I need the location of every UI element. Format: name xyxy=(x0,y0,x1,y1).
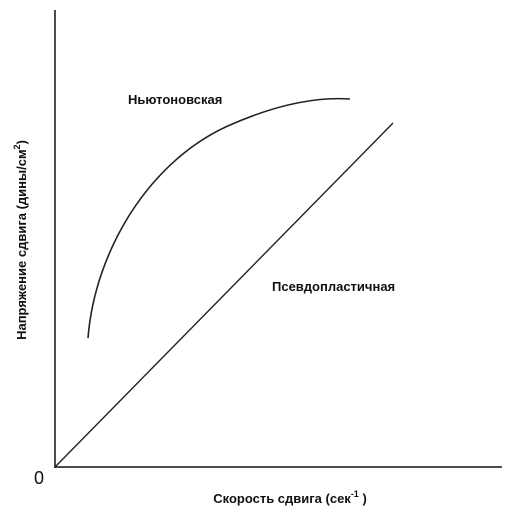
y-label-end: ) xyxy=(14,140,29,144)
y-label-text: Напряжение сдвига (дины/см xyxy=(14,149,29,340)
x-axis-label: Скорость сдвига (сек-1 ) xyxy=(213,489,367,506)
curve-label: Псевдопластичная xyxy=(272,279,395,294)
x-label-text: Скорость сдвига (сек xyxy=(213,491,351,506)
y-axis-label: Напряжение сдвига (дины/см2) xyxy=(12,140,29,340)
x-label-sup: -1 xyxy=(351,489,359,499)
x-label-end: ) xyxy=(359,491,367,506)
curve-upper xyxy=(87,97,351,339)
origin-label: 0 xyxy=(34,468,44,488)
y-label-sup: 2 xyxy=(12,144,22,149)
curve-line xyxy=(54,122,394,468)
curve-label: Ньютоновская xyxy=(128,92,222,107)
